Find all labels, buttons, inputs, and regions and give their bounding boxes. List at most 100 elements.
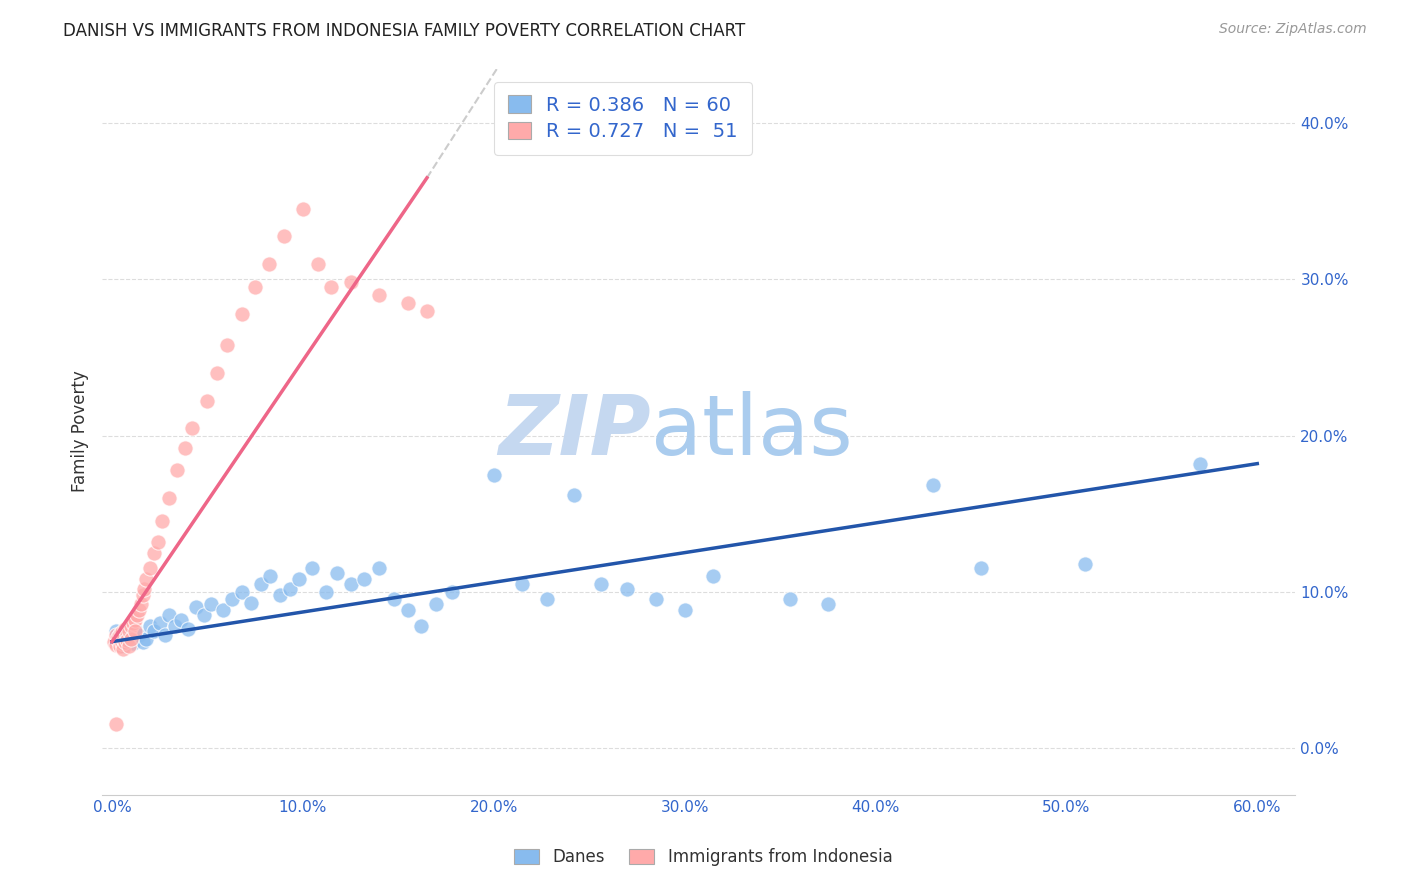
Point: [150, 515, 173, 529]
Point: [645, 592, 668, 607]
Point: [231, 584, 253, 599]
Point: [112, 632, 135, 646]
Legend: R = 0.386   N = 60, R = 0.727   N =  51: R = 0.386 N = 60, R = 0.727 N = 51: [494, 82, 752, 154]
Legend: Danes, Immigrants from Indonesia: Danes, Immigrants from Indonesia: [508, 842, 898, 873]
Point: [108, 640, 131, 654]
Point: [107, 632, 129, 646]
Point: [231, 307, 253, 321]
Y-axis label: Family Poverty: Family Poverty: [72, 371, 89, 492]
Point: [339, 276, 361, 290]
Point: [969, 561, 991, 575]
Point: [104, 624, 127, 638]
Point: [124, 622, 146, 636]
Point: [114, 625, 136, 640]
Point: [124, 613, 146, 627]
Point: [103, 634, 125, 648]
Point: [177, 622, 200, 636]
Point: [269, 588, 291, 602]
Point: [149, 615, 172, 630]
Point: [273, 228, 295, 243]
Point: [157, 608, 180, 623]
Point: [184, 600, 207, 615]
Point: [384, 592, 406, 607]
Point: [131, 634, 153, 648]
Point: [673, 603, 696, 617]
Point: [315, 584, 337, 599]
Point: [221, 592, 243, 607]
Point: [134, 582, 156, 596]
Point: [108, 627, 131, 641]
Point: [118, 633, 141, 648]
Point: [425, 597, 447, 611]
Point: [817, 597, 839, 611]
Point: [139, 561, 162, 575]
Point: [321, 280, 343, 294]
Point: [240, 596, 263, 610]
Point: [112, 640, 135, 654]
Point: [170, 613, 193, 627]
Point: [353, 572, 375, 586]
Point: [146, 534, 169, 549]
Point: [163, 619, 186, 633]
Point: [250, 577, 273, 591]
Point: [107, 633, 129, 648]
Point: [173, 441, 195, 455]
Point: [129, 597, 152, 611]
Point: [197, 394, 219, 409]
Point: [562, 488, 585, 502]
Point: [117, 628, 139, 642]
Point: [200, 597, 222, 611]
Point: [107, 630, 129, 644]
Point: [536, 592, 558, 607]
Point: [135, 632, 157, 646]
Point: [131, 588, 153, 602]
Point: [396, 295, 419, 310]
Point: [110, 636, 132, 650]
Point: [215, 338, 238, 352]
Point: [128, 603, 150, 617]
Point: [512, 577, 534, 591]
Point: [259, 569, 281, 583]
Point: [112, 642, 135, 657]
Point: [396, 603, 419, 617]
Point: [440, 584, 463, 599]
Point: [118, 640, 141, 654]
Point: [118, 624, 141, 638]
Point: [301, 561, 323, 575]
Point: [368, 561, 391, 575]
Point: [243, 280, 266, 294]
Point: [125, 608, 148, 623]
Point: [779, 592, 801, 607]
Point: [278, 582, 301, 596]
Point: [157, 491, 180, 505]
Point: [122, 636, 145, 650]
Point: [921, 478, 943, 492]
Point: [339, 577, 361, 591]
Text: atlas: atlas: [651, 391, 853, 472]
Point: [104, 638, 127, 652]
Point: [1074, 557, 1097, 571]
Point: [307, 257, 329, 271]
Point: [702, 569, 724, 583]
Text: ZIP: ZIP: [499, 391, 651, 472]
Point: [616, 582, 638, 596]
Point: [120, 619, 142, 633]
Point: [135, 572, 157, 586]
Point: [117, 633, 139, 648]
Point: [104, 628, 127, 642]
Point: [122, 615, 145, 630]
Point: [1188, 457, 1211, 471]
Point: [193, 608, 215, 623]
Point: [288, 572, 311, 586]
Point: [120, 632, 142, 646]
Point: [108, 628, 131, 642]
Point: [128, 628, 150, 642]
Point: [416, 303, 439, 318]
Point: [368, 288, 391, 302]
Point: [155, 628, 177, 642]
Point: [114, 622, 136, 636]
Point: [326, 566, 349, 580]
Point: [114, 634, 136, 648]
Point: [482, 467, 505, 482]
Text: Source: ZipAtlas.com: Source: ZipAtlas.com: [1219, 22, 1367, 37]
